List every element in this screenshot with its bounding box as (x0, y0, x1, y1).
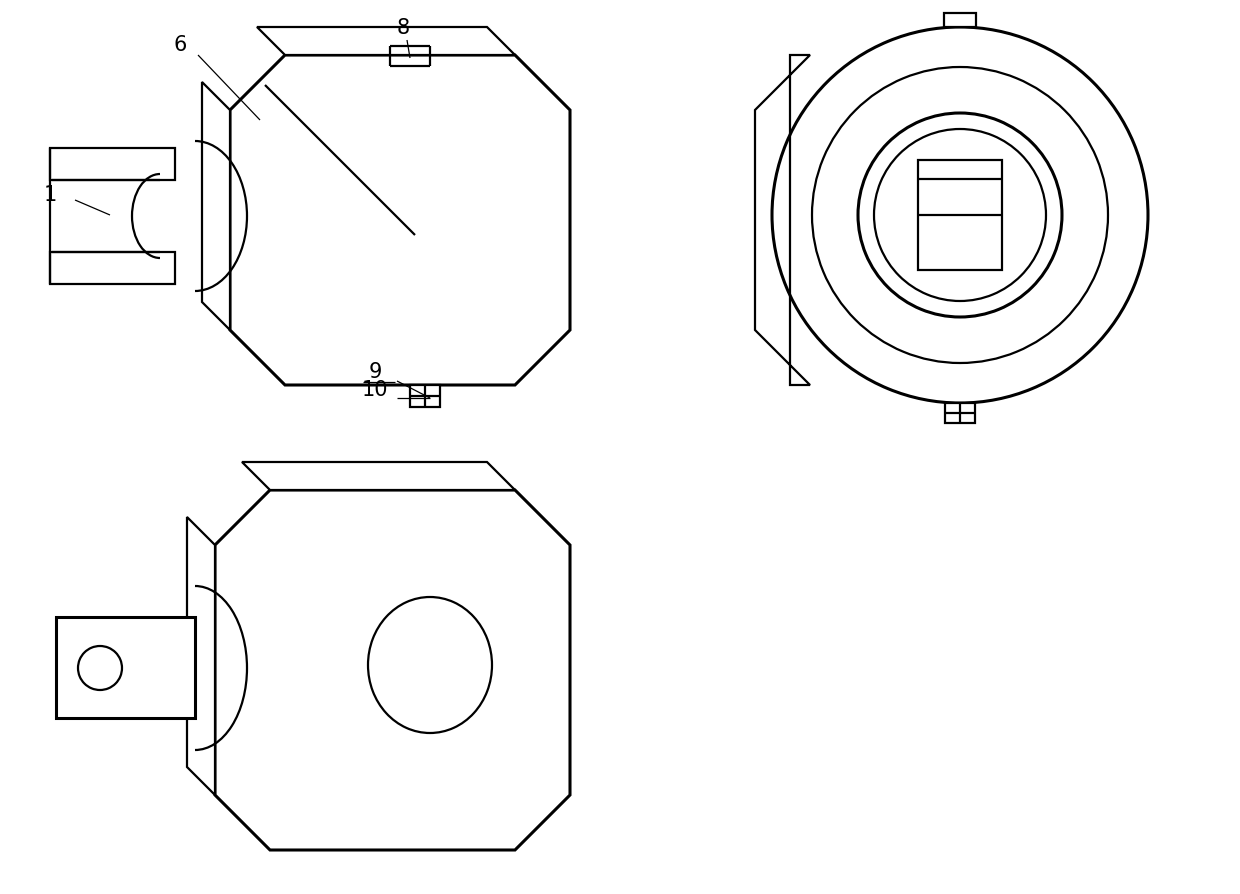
Polygon shape (242, 462, 515, 490)
Polygon shape (50, 252, 175, 284)
Text: 9: 9 (368, 362, 382, 382)
Bar (944, 13, 976, 27)
Bar (410, 385, 440, 407)
Polygon shape (56, 617, 195, 718)
Text: 1: 1 (43, 185, 57, 205)
Text: 10: 10 (362, 380, 388, 400)
Polygon shape (229, 55, 570, 385)
Polygon shape (257, 27, 515, 55)
Text: 6: 6 (174, 35, 187, 55)
Polygon shape (755, 55, 810, 385)
Bar (945, 403, 975, 423)
Polygon shape (50, 148, 175, 180)
Bar (918, 160, 1002, 270)
Text: 8: 8 (397, 18, 409, 38)
Polygon shape (202, 82, 229, 330)
Polygon shape (215, 490, 570, 850)
Polygon shape (187, 517, 215, 795)
